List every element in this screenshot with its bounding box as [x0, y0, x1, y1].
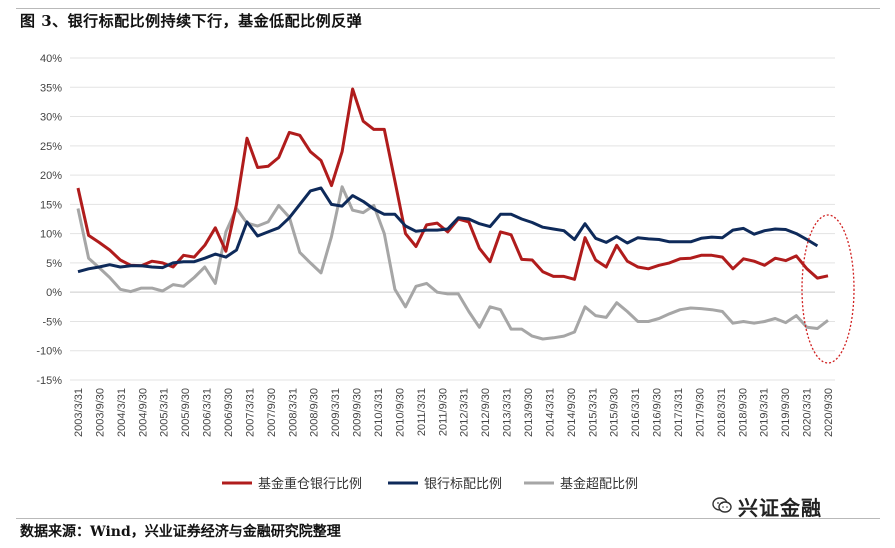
x-tick-label: 2014/9/30: [566, 388, 578, 437]
highlight-ellipse: [801, 214, 855, 364]
x-tick-label: 2017/3/31: [673, 388, 685, 437]
x-tick-label: 2009/9/30: [352, 388, 364, 437]
wechat-icon: [712, 496, 732, 514]
y-tick-label: 5%: [46, 258, 62, 270]
y-axis-ticks: -15% -10% -5% 0% 5% 10% 15% 20% 25% 30% 35% 40%: [36, 53, 62, 387]
legend-label: 银行标配比例: [424, 477, 502, 492]
series-line-2: [77, 186, 819, 274]
x-tick-label: 2017/9/30: [694, 388, 706, 437]
x-tick-label: 2019/3/31: [759, 388, 771, 437]
x-tick-label: 2010/9/30: [394, 388, 406, 437]
x-tick-label: 2008/3/31: [287, 388, 299, 437]
legend-label: 基金重仓银行比例: [258, 476, 362, 492]
x-tick-label: 2012/9/30: [480, 388, 492, 437]
y-tick-label: 35%: [40, 82, 62, 94]
x-tick-label: 2008/9/30: [309, 388, 321, 437]
x-tick-label: 2007/3/31: [244, 388, 256, 437]
series-line-3: [76, 185, 829, 341]
y-tick-label: 0%: [46, 287, 62, 299]
x-tick-label: 2005/3/31: [159, 388, 171, 437]
y-tick-label: -10%: [36, 346, 62, 358]
x-tick-label: 2006/3/31: [202, 388, 214, 437]
x-tick-label: 2012/3/31: [459, 388, 471, 437]
x-tick-label: 2015/9/30: [609, 388, 621, 437]
x-tick-label: 2014/3/31: [544, 388, 556, 437]
y-tick-label: -15%: [36, 375, 62, 387]
x-tick-label: 2018/3/31: [716, 388, 728, 437]
x-tick-label: 2011/9/30: [437, 388, 449, 436]
legend: 基金重仓银行比例 银行标配比例 基金超配比例: [222, 476, 638, 492]
x-tick-label: 2018/9/30: [737, 388, 749, 437]
series-lines: [76, 87, 829, 341]
x-tick-label: 2013/9/30: [523, 388, 535, 437]
y-tick-label: 20%: [40, 170, 62, 182]
x-tick-label: 2015/3/31: [587, 388, 599, 437]
figure-title: 图 3、银行标配比例持续下行，基金低配比例反弹: [20, 12, 363, 30]
gridlines: [70, 57, 835, 381]
x-tick-label: 2004/9/30: [137, 388, 149, 437]
y-tick-label: 40%: [40, 53, 62, 65]
legend-label: 基金超配比例: [560, 476, 638, 492]
series-line-1: [76, 87, 829, 281]
y-tick-label: 10%: [40, 229, 62, 241]
source-note: 数据来源：Wind，兴业证券经济与金融研究院整理: [20, 524, 341, 540]
x-tick-label: 2006/9/30: [223, 388, 235, 437]
x-tick-label: 2016/3/31: [630, 388, 642, 437]
x-tick-label: 2007/9/30: [266, 388, 278, 437]
x-tick-label: 2003/9/30: [94, 388, 106, 437]
x-tick-label: 2011/3/31: [416, 388, 428, 436]
brand-logo-text: 兴证金融: [738, 496, 822, 520]
x-tick-label: 2013/3/31: [502, 388, 514, 437]
y-tick-label: 30%: [40, 112, 62, 124]
x-tick-label: 2020/3/31: [802, 388, 814, 437]
x-tick-label: 2005/9/30: [180, 388, 192, 437]
x-tick-label: 2016/9/30: [652, 388, 664, 437]
x-tick-label: 2019/9/30: [780, 388, 792, 437]
x-tick-label: 2010/3/31: [373, 388, 385, 437]
x-tick-label: 2003/3/31: [73, 388, 85, 437]
x-tick-label: 2020/9/30: [823, 388, 835, 437]
x-tick-label: 2009/3/31: [330, 388, 342, 437]
bottom-rule: [16, 518, 880, 519]
x-tick-label: 2004/3/31: [116, 388, 128, 437]
y-tick-label: 25%: [40, 141, 62, 153]
top-rule: [16, 8, 880, 9]
x-axis-ticks: 2003/3/31 2003/9/30 2004/3/31 2004/9/30 2005…: [73, 388, 835, 437]
y-tick-label: 15%: [40, 199, 62, 211]
y-tick-label: -5%: [42, 316, 62, 328]
